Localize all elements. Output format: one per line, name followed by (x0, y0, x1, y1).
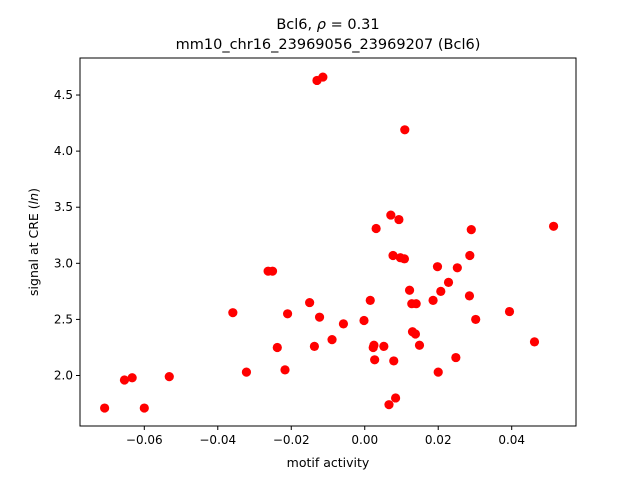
data-point (139, 403, 149, 413)
data-point (548, 221, 559, 231)
data-point (466, 225, 476, 235)
data-point (404, 285, 415, 295)
data-point (410, 329, 421, 339)
data-point (451, 352, 461, 363)
data-point (370, 355, 380, 365)
data-point (471, 314, 481, 325)
data-point (388, 250, 398, 261)
data-point (400, 125, 410, 135)
data-point (414, 340, 425, 350)
data-point (267, 266, 278, 276)
data-point (432, 262, 443, 272)
data-point (464, 291, 475, 301)
chart-title-line2: mm10_chr16_23969056_23969207 (Bcl6) (176, 37, 481, 53)
x-tick-label: 0.04 (498, 433, 525, 447)
x-tick-label: −0.02 (273, 433, 310, 447)
y-tick-label: 2.5 (54, 312, 73, 326)
data-point (369, 340, 379, 350)
x-tick-label: 0.02 (425, 433, 452, 447)
data-point (164, 372, 174, 382)
plot-frame (79, 57, 577, 427)
data-point (389, 356, 399, 366)
data-point (399, 254, 410, 264)
data-point (282, 309, 293, 319)
data-point (428, 295, 438, 305)
data-point (529, 337, 540, 347)
data-points (100, 72, 559, 413)
x-axis-ticks: −0.06 −0.04 −0.02 0.00 0.02 0.04 (126, 426, 525, 447)
data-point (411, 299, 421, 309)
y-tick-label: 2.0 (54, 369, 73, 383)
data-point (318, 72, 328, 82)
data-point (309, 341, 320, 351)
x-axis-label: motif activity (287, 455, 370, 470)
data-point (127, 373, 137, 383)
data-point (228, 308, 238, 318)
data-point (280, 365, 290, 375)
data-point (443, 277, 454, 287)
data-point (452, 263, 462, 273)
data-point (436, 286, 446, 296)
data-point (314, 312, 325, 322)
chart-title-line1: Bcl6, ρ = 0.31 (276, 17, 379, 33)
x-tick-label: −0.06 (126, 433, 163, 447)
x-tick-label: −0.04 (199, 433, 236, 447)
x-tick-label: 0.00 (351, 433, 378, 447)
data-point (465, 250, 475, 261)
data-point (384, 400, 394, 410)
data-point (433, 367, 443, 377)
data-point (365, 295, 375, 305)
data-point (359, 315, 369, 326)
y-axis-ticks: 2.0 2.5 3.0 3.5 4.0 4.5 (54, 88, 80, 383)
data-point (386, 210, 396, 220)
data-point (241, 367, 252, 377)
data-point (100, 403, 110, 413)
data-point (338, 319, 349, 329)
y-axis-label: signal at CRE (ln) (26, 188, 41, 296)
data-point (327, 335, 337, 345)
data-point (272, 342, 282, 353)
y-tick-label: 3.5 (54, 200, 73, 214)
y-tick-label: 4.0 (54, 144, 73, 158)
y-tick-label: 4.5 (54, 88, 73, 102)
data-point (504, 306, 515, 317)
data-point (391, 393, 401, 403)
data-point (119, 375, 130, 385)
data-point (305, 297, 315, 308)
y-tick-label: 3.0 (54, 256, 73, 270)
data-point (371, 223, 381, 234)
data-point (394, 214, 404, 225)
data-point (379, 341, 389, 351)
